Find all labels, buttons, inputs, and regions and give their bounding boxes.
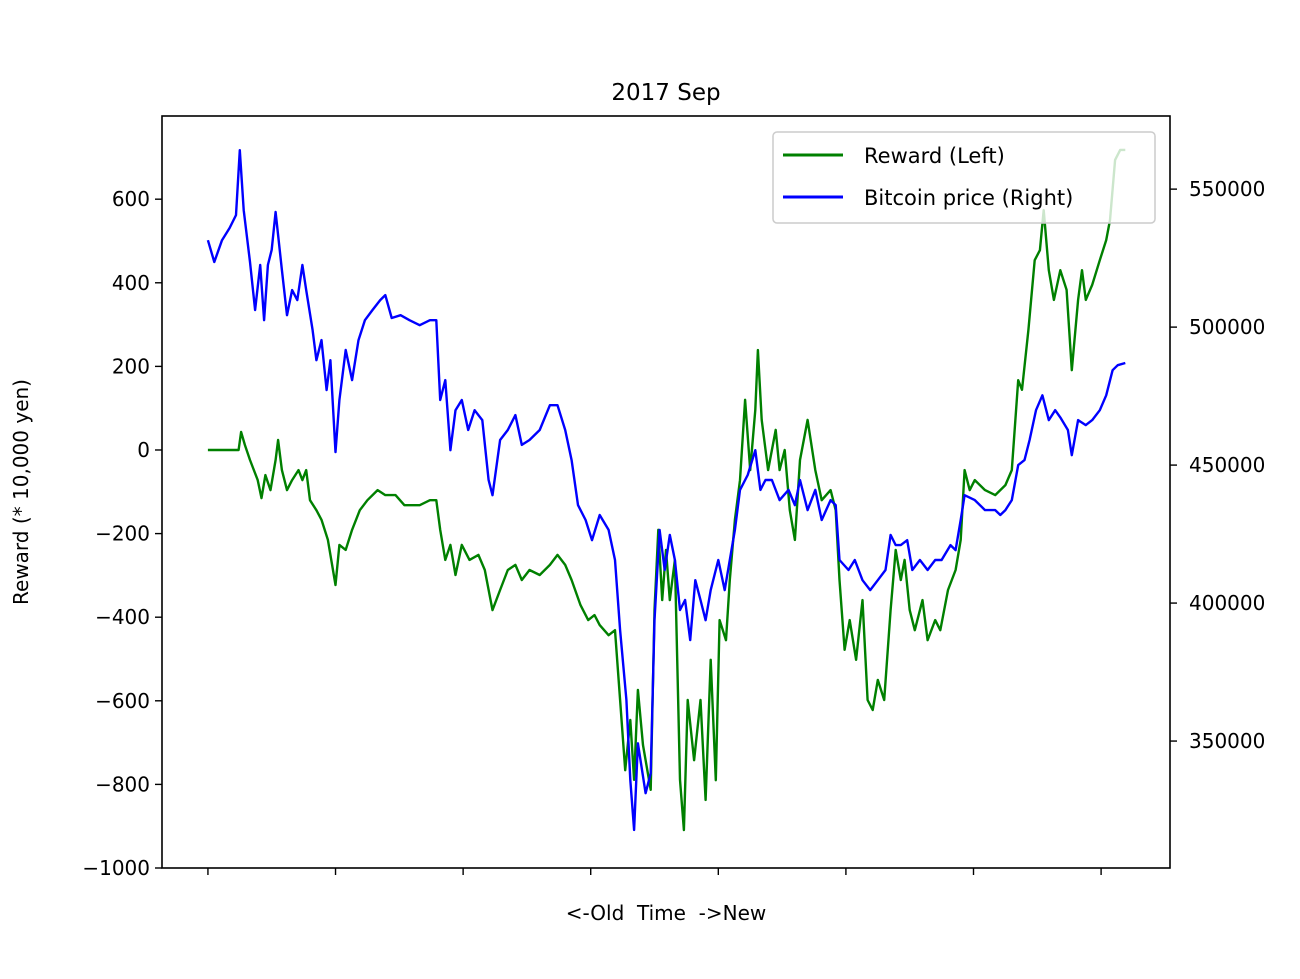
y2-tick-label: 450000 xyxy=(1189,453,1265,477)
reward-line xyxy=(207,148,1126,832)
legend-box xyxy=(772,131,1156,224)
y2-tick-label: 500000 xyxy=(1189,315,1265,339)
legend: Reward (Left) Bitcoin price (Right) xyxy=(772,131,1156,224)
y2-tick-label: 400000 xyxy=(1189,591,1265,615)
y-tick-label: −1000 xyxy=(82,856,150,880)
y-tick-label: 0 xyxy=(137,438,150,462)
y2-tick-label: 350000 xyxy=(1189,729,1265,753)
y-tick-label: 400 xyxy=(112,271,150,295)
y-tick-label: −400 xyxy=(95,605,150,629)
y-tick-label: −800 xyxy=(95,772,150,796)
y-axis-label: Reward (* 10,000 yen) xyxy=(9,379,33,605)
legend-label-reward: Reward (Left) xyxy=(864,144,1005,168)
x-axis-label: <-Old Time ->New xyxy=(566,901,767,925)
y-tick-label: −600 xyxy=(95,689,150,713)
y-tick-label: 200 xyxy=(112,354,150,378)
y2-tick-label: 550000 xyxy=(1189,177,1265,201)
plot-frame xyxy=(161,115,1171,869)
y-tick-label: 600 xyxy=(112,187,150,211)
bitcoin-price-line xyxy=(206,149,1126,832)
axes-layer: −1000 −800 −600 −400 −200 0 200 400 600 350000 400… xyxy=(82,177,1265,880)
chart-title: 2017 Sep xyxy=(611,80,720,106)
y-tick-label: −200 xyxy=(95,522,150,546)
series-layer xyxy=(206,148,1126,832)
legend-label-bitcoin: Bitcoin price (Right) xyxy=(864,186,1073,210)
